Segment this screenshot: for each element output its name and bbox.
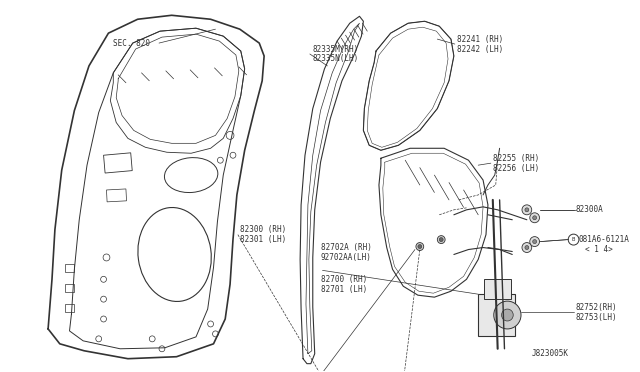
Circle shape — [418, 244, 422, 248]
Text: SEC. 820: SEC. 820 — [113, 39, 150, 48]
Bar — [478, 294, 515, 336]
Text: B: B — [572, 237, 575, 242]
Bar — [65, 264, 74, 272]
Circle shape — [532, 240, 536, 244]
Text: 82255 (RH): 82255 (RH) — [493, 154, 539, 163]
Circle shape — [502, 309, 513, 321]
Text: 081A6-6121A: 081A6-6121A — [579, 235, 629, 244]
Bar — [65, 304, 74, 312]
Text: 82301 (LH): 82301 (LH) — [240, 235, 286, 244]
Circle shape — [525, 208, 529, 212]
Text: 82241 (RH): 82241 (RH) — [457, 35, 503, 44]
Text: 82702A (RH): 82702A (RH) — [321, 243, 371, 252]
Text: 82700 (RH): 82700 (RH) — [321, 275, 367, 284]
Circle shape — [494, 301, 521, 329]
Circle shape — [416, 243, 424, 250]
Bar — [106, 189, 127, 202]
Text: 82335N(LH): 82335N(LH) — [313, 54, 359, 64]
Text: < 1 4>: < 1 4> — [585, 245, 613, 254]
Text: 82753(LH): 82753(LH) — [575, 312, 617, 321]
Circle shape — [522, 243, 532, 253]
Text: 82335M(RH): 82335M(RH) — [313, 45, 359, 54]
Bar — [104, 153, 132, 173]
Circle shape — [522, 205, 532, 215]
Text: 82300A: 82300A — [575, 205, 604, 214]
Circle shape — [530, 237, 540, 247]
Circle shape — [530, 213, 540, 223]
Text: J823005K: J823005K — [532, 349, 569, 358]
Text: 82752(RH): 82752(RH) — [575, 302, 617, 312]
Circle shape — [437, 235, 445, 244]
Text: 82701 (LH): 82701 (LH) — [321, 285, 367, 294]
Circle shape — [525, 246, 529, 250]
Circle shape — [439, 238, 443, 241]
Bar — [484, 279, 511, 299]
Circle shape — [532, 216, 536, 220]
Text: 82300 (RH): 82300 (RH) — [240, 225, 286, 234]
Text: 82242 (LH): 82242 (LH) — [457, 45, 503, 54]
Text: 82256 (LH): 82256 (LH) — [493, 164, 539, 173]
Text: 92702AA(LH): 92702AA(LH) — [321, 253, 371, 262]
Bar — [65, 284, 74, 292]
